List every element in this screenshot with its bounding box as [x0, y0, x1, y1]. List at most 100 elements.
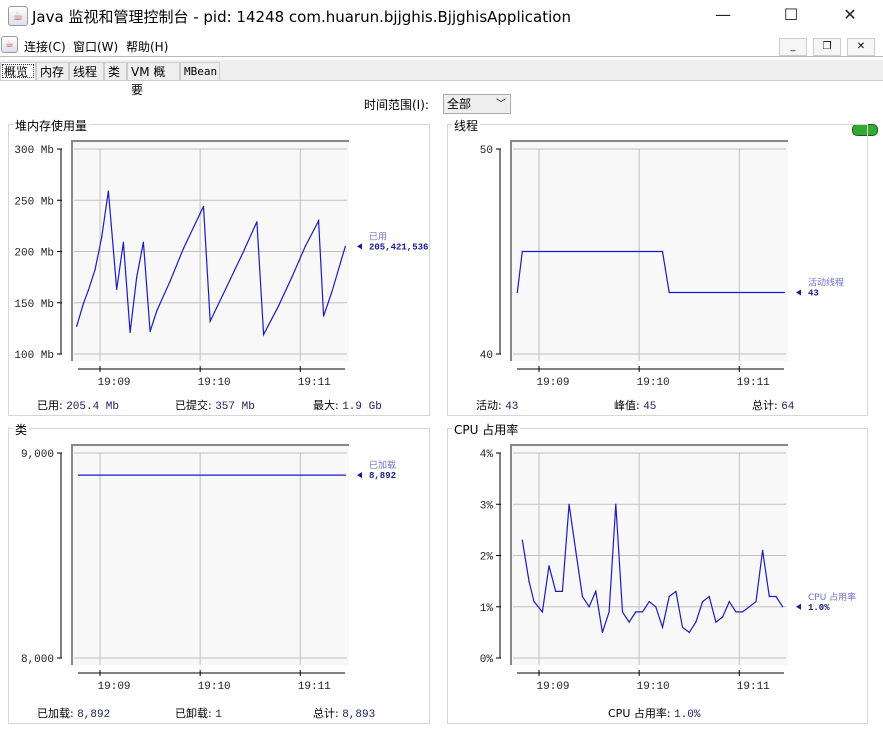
legend-marker-icon [357, 243, 362, 250]
data-point [222, 292, 225, 295]
footer-label: 总计: [752, 398, 781, 412]
java-icon: ☕ [8, 6, 28, 26]
footer-value: 8,892 [77, 709, 110, 721]
data-point [533, 601, 535, 603]
x-tick-label: 19:11 [298, 377, 331, 389]
plot-area [72, 445, 349, 665]
footer-label: 最大: [313, 398, 342, 412]
tab-overview[interactable]: 概览 [0, 62, 36, 80]
data-point [521, 539, 523, 541]
data-point [621, 611, 624, 613]
plot-border [510, 140, 788, 361]
data-point [541, 611, 543, 613]
data-point [608, 611, 610, 613]
chart-svg: 300 Mb 250 Mb 200 Mb 150 Mb 100 Mb 19:09 19:10… [14, 140, 428, 413]
plot-border [71, 444, 349, 665]
data-point [516, 291, 518, 294]
time-range-select[interactable]: 全部 ﹀ [443, 94, 511, 114]
footer-stat: 已提交: 357 Mb [175, 398, 255, 413]
y-tick-label: 4% [480, 449, 494, 461]
data-point [595, 590, 597, 592]
data-point [742, 611, 744, 613]
data-point [628, 621, 630, 623]
footer-stat: 总计: 64 [752, 398, 795, 413]
close-button[interactable]: ✕ [843, 5, 857, 24]
internal-close-button[interactable]: ✕ [847, 38, 875, 56]
data-point [615, 503, 617, 505]
footer-label: 已提交: [175, 398, 215, 412]
series-line [76, 190, 346, 337]
data-point [182, 247, 185, 250]
legend-label: 活动线程 [808, 277, 844, 289]
footer-value: 357 Mb [215, 401, 255, 413]
data-point [149, 330, 151, 333]
data-point [695, 621, 697, 623]
data-point [641, 611, 644, 613]
footer-label: 活动: [476, 399, 505, 412]
footer-stat: 已卸载: 1 [175, 706, 222, 721]
y-tick-label: 100 Mb [14, 350, 54, 362]
heap-memory-panel: 堆内存使用量 300 Mb 250 Mb 200 Mb 150 Mb 100 Mb 19:0… [8, 117, 430, 416]
minimize-button[interactable]: — [715, 5, 731, 24]
y-tick-label: 40 [480, 350, 493, 362]
data-point [782, 606, 784, 608]
data-point [77, 474, 79, 476]
tab-memory[interactable]: 内存 [36, 62, 69, 80]
data-point [122, 241, 124, 243]
tab-classes[interactable]: 类 [104, 62, 127, 80]
menu-connection[interactable]: 连接(C) [24, 40, 66, 54]
java-icon: ☕ [1, 36, 18, 53]
menu-window[interactable]: 窗口(W) [73, 40, 119, 54]
data-point [661, 626, 664, 628]
data-point [755, 601, 757, 603]
time-range-label: 时间范围(I): [364, 98, 429, 112]
footer-stat: 最大: 1.9 Gb [313, 398, 382, 413]
data-point [136, 276, 138, 278]
footer-value: 1.0% [674, 709, 701, 721]
footer-label: 已卸载: [175, 706, 215, 720]
footer-stat: 峰值: 45 [614, 399, 656, 413]
legend-marker-icon [357, 472, 362, 479]
y-tick-label: 200 Mb [14, 248, 54, 260]
data-point [668, 291, 670, 294]
menu-help[interactable]: 帮助(H) [126, 40, 169, 54]
maximize-button[interactable]: ☐ [783, 5, 799, 24]
data-point [142, 241, 145, 243]
y-tick-label: 8,000 [21, 654, 54, 666]
data-point [555, 590, 557, 592]
data-point [648, 601, 650, 603]
footer-stat: 活动: 43 [476, 399, 518, 413]
data-point [331, 290, 333, 293]
footer-label: 已加载: [37, 707, 77, 720]
tab-vm-summary[interactable]: VM 概要 [127, 62, 180, 97]
data-point [323, 315, 325, 317]
legend-value: 8,892 [369, 471, 396, 481]
footer-label: 总计: [313, 706, 342, 720]
data-point [262, 333, 265, 336]
window-title: Java 监视和管理控制台 - pid: 14248 com.huarun.bj… [32, 8, 571, 26]
legend-value: 205,421,536 [369, 242, 428, 252]
data-point [209, 320, 211, 322]
data-point [675, 590, 677, 592]
data-point [635, 611, 637, 613]
legend-marker-icon [796, 289, 801, 296]
panel-title: CPU 占用率 [452, 421, 521, 438]
tab-mbean[interactable]: MBean [180, 62, 220, 80]
panel-title: 堆内存使用量 [13, 117, 90, 134]
tab-bar: 概览 内存 线程 类 VM 概要 MBean [0, 60, 883, 136]
data-point [701, 601, 704, 603]
cpu-usage-panel: CPU 占用率 4% 3% 2% 1% 0% 19:09 19:10 19:11 CPU 占用率 1… [447, 421, 868, 724]
x-tick-label: 19:09 [98, 681, 131, 693]
y-tick-label: 50 [480, 145, 493, 157]
footer-label: CPU 占用率: [608, 706, 674, 720]
data-point [291, 276, 293, 278]
plot-border [71, 140, 349, 361]
tab-threads[interactable]: 线程 [69, 62, 104, 80]
panel-title: 类 [13, 421, 30, 438]
internal-restore-button[interactable]: ❐ [813, 38, 841, 56]
data-point [101, 236, 103, 238]
internal-minimize-button[interactable]: _ [779, 38, 807, 56]
